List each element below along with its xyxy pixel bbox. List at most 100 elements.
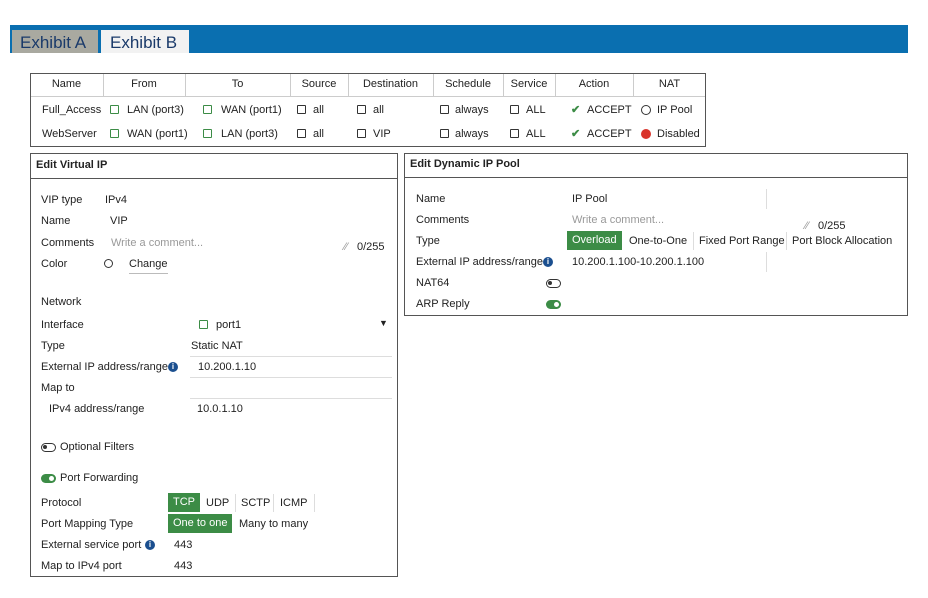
- field-value: 10.0.1.10: [197, 403, 243, 415]
- comment-input[interactable]: Write a comment...: [572, 214, 665, 226]
- field-value: IPv4: [105, 194, 128, 206]
- field-label: Interface: [41, 319, 84, 331]
- tab-label: Exhibit A: [20, 33, 87, 52]
- field-label: Protocol: [41, 497, 82, 509]
- table-cell: VIP: [373, 128, 391, 140]
- option[interactable]: Port Block Allocation: [792, 235, 893, 247]
- table-cell: WAN (port1): [127, 128, 188, 140]
- field-value[interactable]: port1: [216, 319, 242, 331]
- color-icon: [104, 259, 113, 268]
- column-header: To: [231, 78, 244, 90]
- field-label: Map to IPv4 port: [41, 560, 122, 572]
- option-selected[interactable]: TCP: [168, 493, 200, 512]
- object-icon: [510, 105, 519, 114]
- panel: [404, 153, 908, 316]
- table-cell: WebServer: [42, 128, 97, 140]
- table-cell: ACCEPT: [587, 128, 632, 140]
- field-value: VIP: [110, 215, 128, 227]
- object-icon: [510, 129, 519, 138]
- check-icon: ✔: [571, 104, 581, 116]
- field-value: 10.200.1.10: [198, 361, 257, 373]
- field-value: 443: [174, 539, 193, 551]
- option[interactable]: Fixed Port Range: [699, 235, 785, 247]
- table-cell: all: [313, 128, 325, 140]
- column-divider: [503, 74, 504, 96]
- option[interactable]: One-to-One: [629, 235, 688, 247]
- column-divider: [290, 74, 291, 96]
- option-selected[interactable]: One to one: [168, 514, 233, 533]
- info-icon[interactable]: i: [168, 362, 178, 372]
- separator: [235, 494, 236, 512]
- field-label: Type: [416, 235, 440, 247]
- info-icon[interactable]: i: [145, 540, 155, 550]
- separator: [766, 252, 767, 272]
- object-icon: [440, 105, 449, 114]
- divider: [404, 177, 908, 178]
- option[interactable]: ICMP: [280, 497, 308, 509]
- tab[interactable]: [12, 30, 98, 53]
- policy-table: [30, 73, 706, 147]
- column-divider: [555, 74, 556, 96]
- panel-title: Edit Virtual IP: [36, 159, 108, 171]
- comment-input[interactable]: Write a comment...: [111, 237, 204, 249]
- toggle[interactable]: [546, 300, 561, 309]
- field-label: External service port: [41, 539, 142, 551]
- object-icon: [203, 129, 212, 138]
- column-header: Source: [301, 78, 337, 90]
- toggle[interactable]: [546, 279, 561, 288]
- table-cell: Disabled: [657, 128, 700, 140]
- resize-icon: ⁄⁄: [805, 220, 809, 232]
- field-label: Map to: [41, 382, 75, 394]
- object-icon: [297, 129, 306, 138]
- char-counter: 0/255: [357, 241, 385, 253]
- toggle[interactable]: [41, 474, 56, 483]
- field-label: Type: [41, 340, 65, 352]
- option-selected[interactable]: Overload: [567, 231, 622, 250]
- dropdown-arrow[interactable]: ▼: [379, 318, 388, 328]
- column-header: Action: [578, 78, 610, 90]
- table-cell: LAN (port3): [221, 128, 278, 140]
- object-icon: [357, 105, 366, 114]
- column-header: Destination: [362, 78, 419, 90]
- input-field[interactable]: [190, 398, 392, 420]
- column-header: From: [131, 78, 157, 90]
- object-icon: [357, 129, 366, 138]
- field-value: Static NAT: [191, 340, 243, 352]
- divider: [30, 178, 398, 179]
- info-icon[interactable]: i: [543, 257, 553, 267]
- field-label: ARP Reply: [416, 298, 470, 310]
- panel: [30, 153, 398, 577]
- column-divider: [348, 74, 349, 96]
- object-icon: [110, 129, 119, 138]
- table-cell: Full_Access: [42, 104, 102, 116]
- option[interactable]: SCTP: [241, 497, 271, 509]
- field-label: Comments: [416, 214, 470, 226]
- field-label: Comments: [41, 237, 95, 249]
- input-field[interactable]: [190, 356, 392, 378]
- resize-icon: ⁄⁄: [344, 241, 348, 253]
- table-cell: always: [455, 128, 489, 140]
- toggle[interactable]: [41, 443, 56, 452]
- toggle-label: Port Forwarding: [60, 472, 139, 484]
- column-divider: [433, 74, 434, 96]
- column-divider: [103, 74, 104, 96]
- option[interactable]: UDP: [206, 497, 230, 509]
- separator: [273, 494, 274, 512]
- table-cell: ALL: [526, 128, 546, 140]
- check-icon: ✔: [571, 128, 581, 140]
- table-cell: ACCEPT: [587, 104, 632, 116]
- interface-icon: [199, 320, 208, 329]
- column-header: Schedule: [445, 78, 491, 90]
- option[interactable]: Many to many: [239, 518, 309, 530]
- field-value: 443: [174, 560, 193, 572]
- field-label: Name: [41, 215, 71, 227]
- object-icon: [440, 129, 449, 138]
- table-cell: IP Pool: [657, 104, 693, 116]
- change-button[interactable]: Change: [129, 257, 168, 274]
- table-cell: LAN (port3): [127, 104, 184, 116]
- tab[interactable]: [101, 30, 189, 53]
- field-label: NAT64: [416, 277, 450, 289]
- char-counter: 0/255: [818, 220, 846, 232]
- field-label: Port Mapping Type: [41, 518, 134, 530]
